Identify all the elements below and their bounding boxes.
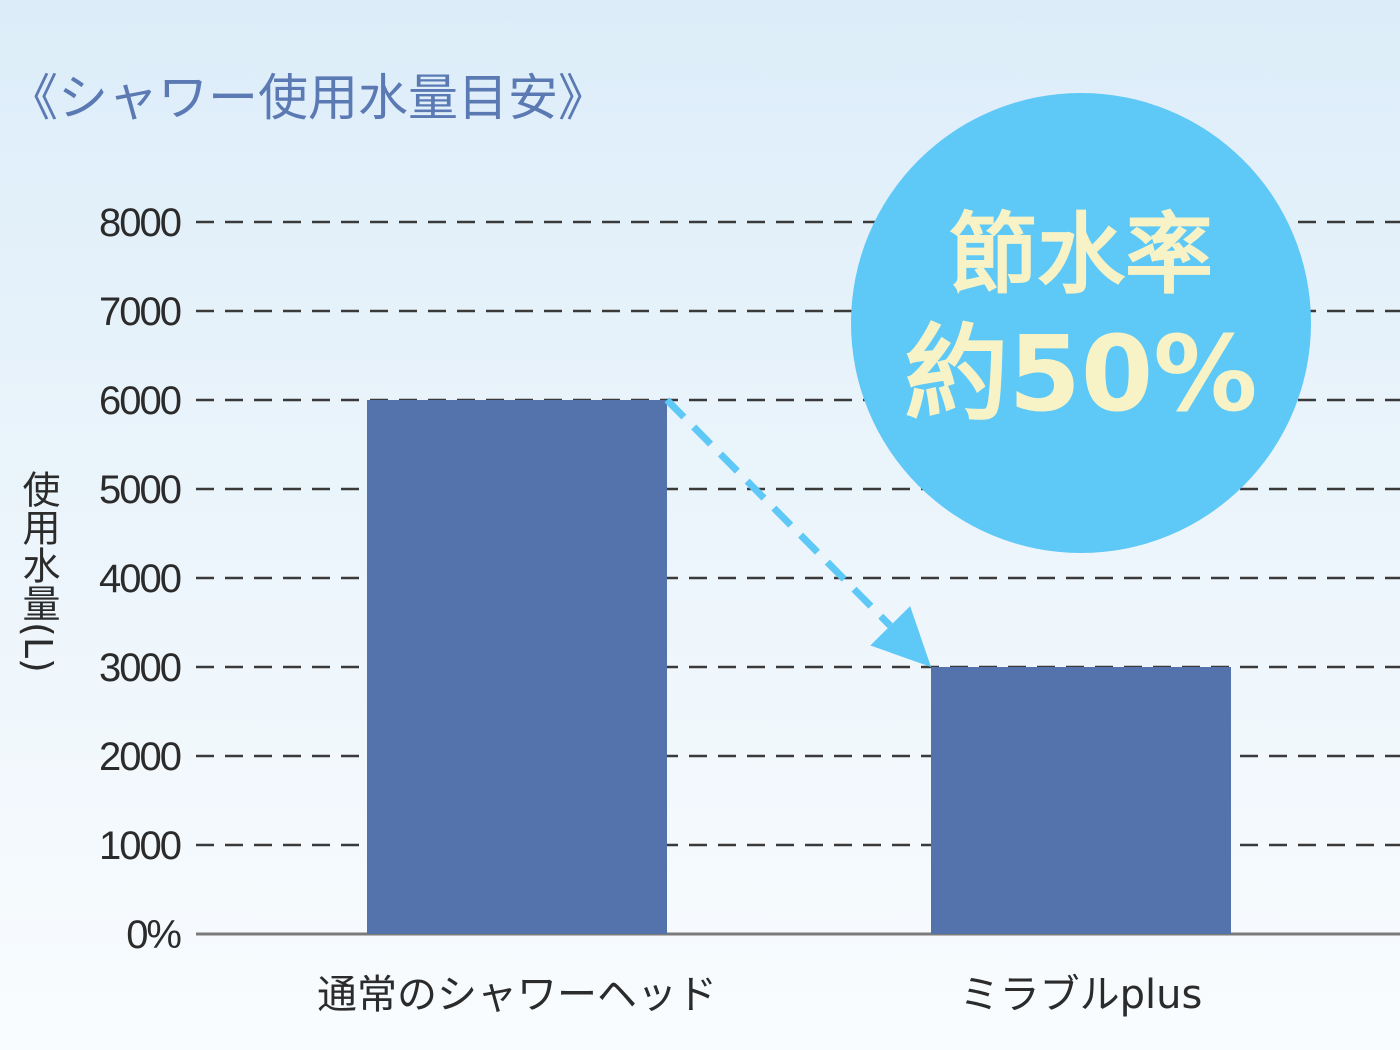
y-tick-label: 3000 (99, 646, 181, 690)
y-tick-label: 5000 (99, 468, 181, 512)
arrow-head (870, 606, 931, 667)
y-tick-label: 2000 (99, 735, 181, 779)
badge-line-2: 約50% (905, 313, 1258, 435)
y-axis-label: 使用水量(L) (16, 470, 60, 673)
bar (931, 667, 1231, 934)
savings-badge: 節水率 約50% (851, 93, 1311, 553)
y-tick-label: 8000 (99, 201, 181, 245)
arrow-shaft (664, 397, 893, 629)
y-tick-label: 7000 (99, 290, 181, 334)
badge-line-1: 節水率 (949, 203, 1213, 306)
savings-arrow (664, 397, 931, 667)
y-tick-label: 1000 (99, 824, 181, 868)
y-tick-labels: 0% 1000 2000 3000 4000 5000 6000 7000 8000 (99, 201, 183, 957)
badge-circle (851, 93, 1311, 553)
y-tick-label: 6000 (99, 379, 181, 423)
y-tick-label: 4000 (99, 557, 181, 601)
chart-title: 《シャワー使用水量目安》 (8, 69, 608, 127)
bar (367, 400, 667, 934)
x-category-labels: 通常のシャワーヘッド ミラブルplus (317, 972, 1202, 1018)
category-label: 通常のシャワーヘッド (317, 972, 717, 1018)
category-label: ミラブルplus (960, 972, 1203, 1018)
bars (367, 400, 1231, 934)
y-tick-label: 0% (126, 913, 181, 957)
